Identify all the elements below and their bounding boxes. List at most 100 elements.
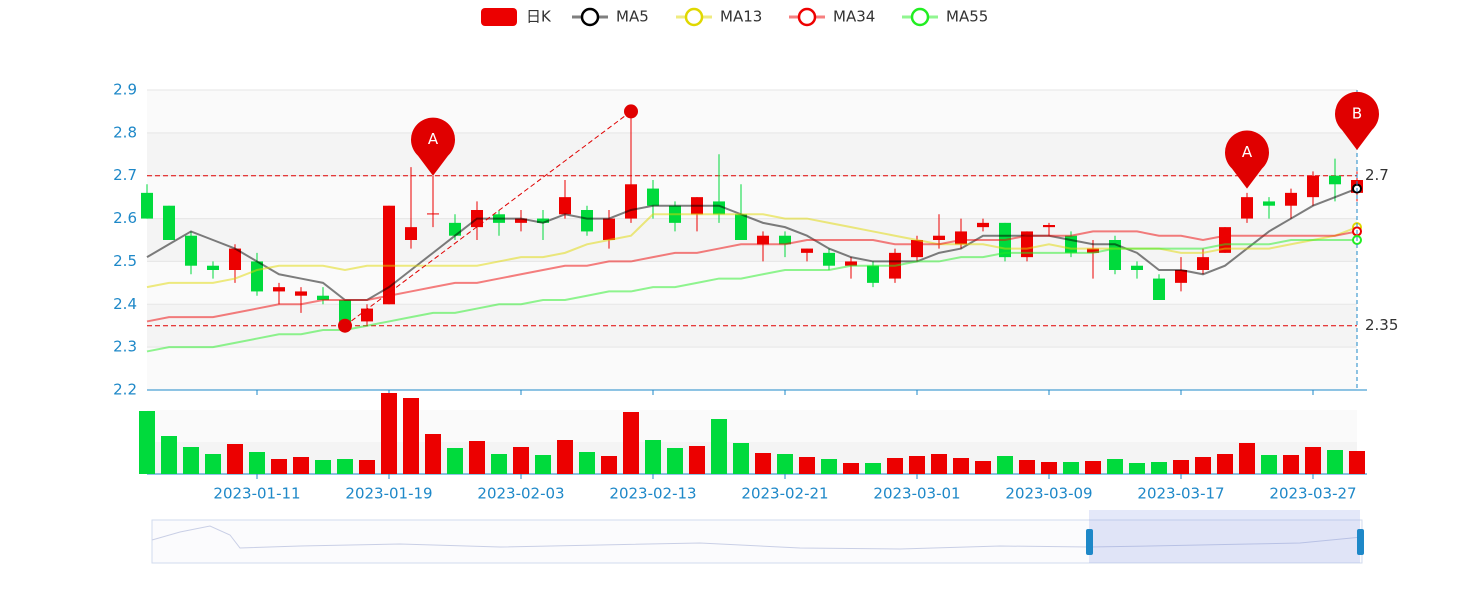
volume-bar [1019,460,1035,474]
legend-label[interactable]: MA55 [946,8,988,26]
split-area [147,347,1357,390]
candle-body [1197,257,1209,270]
x-tick-label: 2023-02-03 [477,485,564,503]
mark-pin-label: B [1352,105,1362,123]
volume-bar [821,459,837,474]
legend-label[interactable]: MA13 [720,8,762,26]
volume-bar [843,463,859,474]
candle-body [823,252,835,266]
volume-bar [1041,462,1057,474]
candle-body [449,222,461,236]
mark-pin-label: A [428,130,439,148]
volume-bar [205,454,221,474]
volume-bar [887,458,903,474]
candle-body [1263,201,1275,206]
mark-pin [411,117,455,176]
zoom-handle[interactable] [1357,529,1364,555]
candle-body [779,235,791,245]
trend-line [344,111,632,327]
volume-bar [711,419,727,474]
candle-body [185,235,197,266]
zoom-track [151,519,1363,564]
volume-bar [1151,462,1167,474]
volume-bar [161,436,177,474]
candle-body [405,227,417,240]
split-area [147,218,1357,262]
volume-bar [1261,455,1277,474]
volume-bar [667,448,683,474]
volume-bar [777,454,793,474]
volume-bar [1217,454,1233,474]
volume-bar [733,443,749,474]
candle-body [581,210,593,232]
legend-label[interactable]: MA34 [833,8,875,26]
candle-body [1175,270,1187,283]
volume-bar [513,447,529,474]
candle-body [735,214,747,240]
candle-body [977,222,989,228]
volume-bar [689,446,705,474]
candle-body [1021,231,1033,258]
volume-bar [975,461,991,474]
volume-bar [469,441,485,474]
candle-body [207,265,219,270]
split-area [147,175,1357,219]
volume-bar [579,452,595,474]
volume-bar [755,453,771,474]
candle-body [515,218,527,223]
volume-bar [909,456,925,474]
candle-body [251,261,263,292]
volume-bar [271,459,287,474]
volume-bar [359,460,375,474]
candle-body [317,295,329,300]
volume-bar [293,457,309,474]
x-tick-label: 2023-01-19 [345,485,432,503]
candle-body [273,287,285,292]
volume-bar [447,448,463,474]
candle-body [603,218,615,240]
volume-bar [1085,461,1101,474]
volume-bar [931,454,947,474]
x-tick-label: 2023-03-27 [1269,485,1356,503]
y-tick-label: 2.4 [113,295,137,313]
candle-body [1153,278,1165,300]
volume-bar [865,463,881,474]
volume-bar [1349,451,1365,474]
y-tick-label: 2.2 [113,381,137,399]
zoom-preview [151,525,1363,550]
zoom-window[interactable] [1089,510,1360,563]
volume-bar [645,440,661,474]
mark-pin [1225,130,1269,189]
candle-body [757,235,769,245]
candle-body [1131,265,1143,270]
volume-bar [997,456,1013,474]
candle-body [361,308,373,322]
candle-body [1329,175,1341,185]
data-zoom[interactable] [151,510,1364,564]
y-tick-label: 2.3 [113,338,137,356]
legend-label: 日K [526,8,552,26]
y-tick-label: 2.9 [113,81,137,99]
volume-bar [799,457,815,474]
candle-body [933,235,945,240]
legend-label[interactable]: MA5 [616,8,649,26]
volume-bar [1283,455,1299,474]
candle-body [1109,240,1121,270]
volume-bar [315,460,331,474]
candle-body [801,248,813,253]
volume-bar [1173,460,1189,474]
candle-body [1043,225,1055,228]
candle-body [625,184,637,219]
candle-body [1285,192,1297,206]
x-tick-label: 2023-03-09 [1005,485,1092,503]
x-tick-label: 2023-03-17 [1137,485,1224,503]
volume-bar [601,456,617,474]
mark-line-label: 2.7 [1365,166,1389,184]
legend-icon [580,7,600,27]
volume-bar [249,452,265,474]
zoom-handle[interactable] [1086,529,1093,555]
candle-body [295,291,307,296]
candle-body [427,213,439,215]
candle-body [845,261,857,266]
candle-body [867,265,879,283]
